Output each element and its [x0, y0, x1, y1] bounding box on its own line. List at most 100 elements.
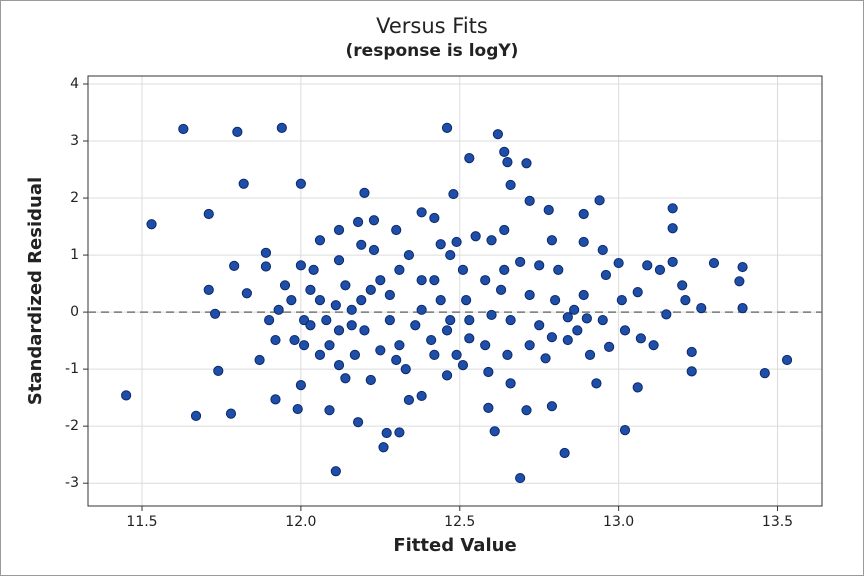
data-point: [632, 287, 643, 298]
data-point: [292, 403, 303, 415]
data-point: [515, 256, 526, 268]
data-point: [403, 249, 415, 261]
data-point: [314, 295, 326, 306]
data-point: [451, 349, 462, 360]
data-point: [381, 427, 392, 439]
data-point: [457, 264, 469, 275]
data-point: [632, 382, 643, 393]
data-point: [572, 325, 583, 336]
data-point: [549, 295, 561, 306]
data-point: [616, 295, 627, 306]
data-point: [264, 314, 275, 326]
data-point: [546, 235, 558, 246]
data-point: [502, 349, 513, 360]
data-point: [677, 280, 688, 291]
data-point: [661, 309, 672, 320]
y-tick-label: 4: [70, 76, 79, 92]
data-point: [492, 129, 503, 140]
data-point: [737, 303, 748, 314]
data-point: [333, 224, 345, 236]
data-point: [667, 223, 678, 234]
chart-title: Versus Fits: [376, 14, 488, 38]
x-tick-label: 13.5: [762, 514, 793, 530]
data-point: [333, 255, 345, 266]
data-point: [597, 244, 608, 256]
y-tick-label: -1: [65, 361, 79, 377]
data-point: [483, 366, 494, 378]
data-point: [461, 295, 472, 306]
data-point: [499, 264, 510, 275]
data-point: [289, 334, 300, 346]
data-point: [356, 295, 367, 306]
data-point: [416, 390, 427, 402]
y-axis-label: Standardized Residual: [25, 177, 46, 405]
data-point: [448, 188, 459, 200]
data-point: [781, 354, 793, 366]
data-point: [375, 275, 386, 286]
data-point: [213, 365, 224, 376]
data-point: [321, 314, 332, 326]
data-point: [314, 349, 326, 360]
data-point: [190, 410, 202, 421]
data-point: [295, 379, 306, 391]
data-point: [480, 340, 491, 351]
data-point: [521, 405, 532, 416]
data-point: [368, 215, 380, 226]
data-point: [642, 260, 653, 271]
data-point: [121, 390, 132, 401]
data-point: [203, 208, 214, 220]
data-point: [435, 239, 446, 250]
data-point: [435, 295, 446, 306]
data-point: [696, 303, 707, 314]
data-point: [619, 425, 631, 436]
data-point: [553, 264, 564, 275]
data-point: [464, 333, 475, 344]
data-point: [359, 325, 370, 336]
data-point: [619, 325, 631, 336]
data-point: [569, 304, 580, 315]
data-point: [584, 349, 596, 360]
data-point: [540, 353, 551, 364]
data-point: [260, 261, 272, 272]
data-point: [238, 178, 249, 189]
data-point: [384, 314, 395, 326]
data-point: [546, 332, 558, 343]
data-point: [680, 295, 691, 306]
data-point: [686, 346, 697, 358]
data-point: [534, 320, 545, 331]
data-point: [394, 264, 405, 275]
data-point: [276, 122, 287, 133]
data-point: [305, 284, 316, 295]
data-point: [581, 313, 592, 324]
data-point: [686, 366, 697, 377]
data-point: [441, 122, 453, 133]
data-point: [394, 427, 405, 438]
data-point: [502, 157, 513, 168]
data-point: [359, 187, 370, 199]
data-point: [613, 257, 624, 269]
y-tick-label: 2: [70, 190, 79, 206]
data-point: [346, 304, 357, 315]
data-point: [365, 374, 376, 386]
data-point: [524, 340, 535, 351]
data-point: [340, 373, 351, 384]
data-point: [648, 340, 659, 351]
data-point: [480, 275, 491, 286]
data-point: [499, 146, 510, 157]
data-point: [737, 261, 748, 273]
data-point: [298, 340, 310, 351]
data-point: [451, 236, 462, 248]
chart-subtitle: (response is logY): [346, 41, 519, 61]
data-point: [667, 203, 678, 214]
data-point: [667, 256, 678, 268]
data-point: [441, 325, 453, 336]
data-point: [260, 247, 272, 258]
data-point: [543, 204, 554, 216]
data-point: [352, 417, 364, 428]
data-point: [708, 257, 720, 269]
data-point: [416, 275, 427, 286]
data-point: [403, 394, 415, 406]
data-point: [486, 309, 497, 321]
data-point: [333, 325, 345, 336]
data-point: [464, 314, 475, 326]
